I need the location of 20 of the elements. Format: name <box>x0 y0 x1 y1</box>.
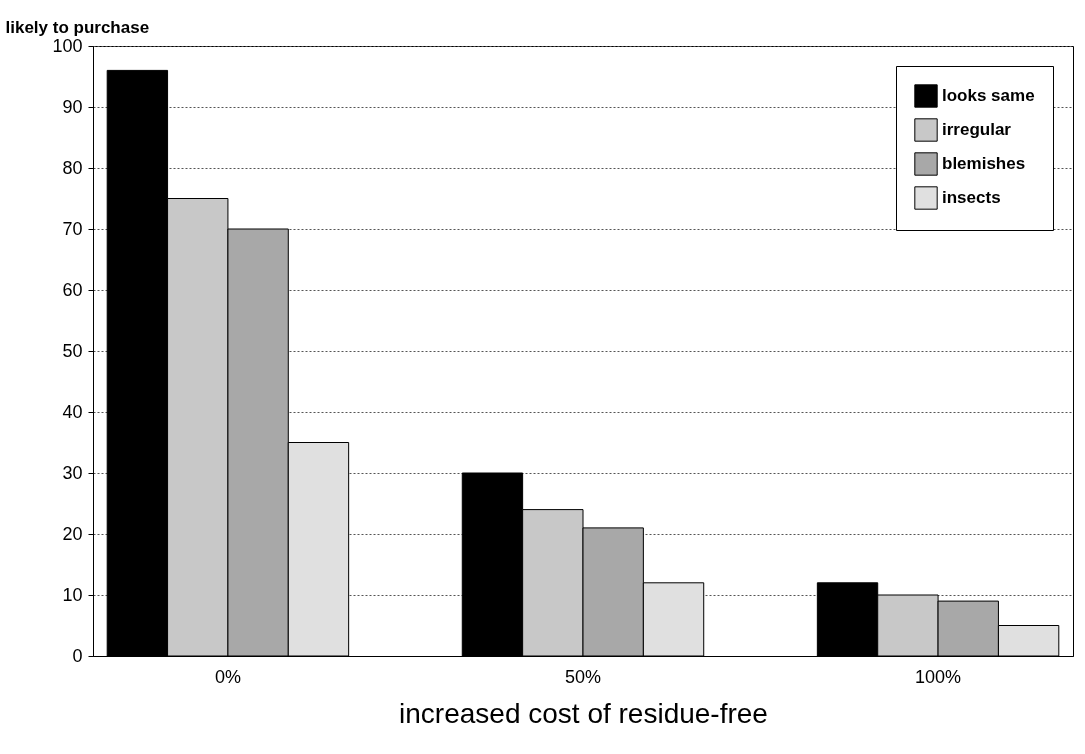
legend-label: irregular <box>942 120 1012 139</box>
x-tick-label: 100% <box>915 666 962 687</box>
y-tick-label: 100 <box>52 35 83 56</box>
legend-label: insects <box>942 188 1001 207</box>
y-tick-label: 30 <box>62 462 83 483</box>
x-tick-label: 50% <box>564 666 602 687</box>
y-tick-label: 40 <box>62 401 83 422</box>
legend-label: looks same <box>942 86 1035 105</box>
y-tick-label: 0 <box>72 645 83 666</box>
y-tick-label: 50 <box>62 340 83 361</box>
x-axis-title: increased cost of residue-free <box>399 697 768 729</box>
y-tick-label: 10 <box>62 584 83 605</box>
x-tick-label: 0% <box>214 666 241 687</box>
y-tick-label: 80 <box>62 157 83 178</box>
y-axis-title: likely to purchase <box>5 17 150 37</box>
y-tick-label: 20 <box>62 523 83 544</box>
y-tick-label: 90 <box>62 96 83 117</box>
y-tick-label: 60 <box>62 279 83 300</box>
y-tick-label: 70 <box>62 218 83 239</box>
legend-label: blemishes <box>942 154 1026 173</box>
